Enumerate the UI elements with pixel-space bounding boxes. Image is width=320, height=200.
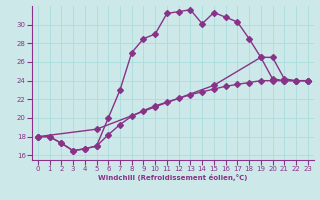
X-axis label: Windchill (Refroidissement éolien,°C): Windchill (Refroidissement éolien,°C) bbox=[98, 174, 247, 181]
